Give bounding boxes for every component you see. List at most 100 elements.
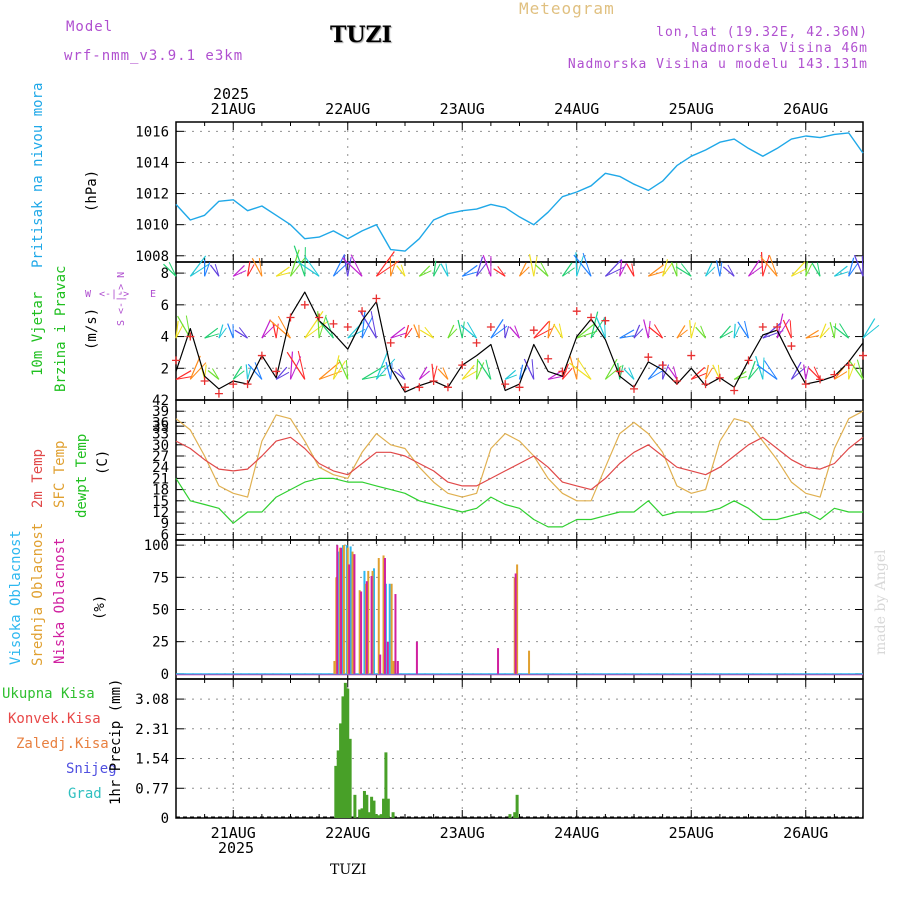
- y-tick-label: 42: [152, 393, 169, 409]
- wind-compass-e: E: [150, 289, 157, 300]
- gust-marker: [801, 380, 810, 389]
- precip-bar: [367, 812, 371, 818]
- wind-arrow: [424, 326, 435, 339]
- wind-arrow: [514, 325, 520, 339]
- precip-bar: [508, 814, 512, 818]
- wind-arrow: [272, 322, 277, 339]
- gust-marker: [329, 319, 338, 328]
- wind-arrow: [338, 359, 349, 380]
- wind-arrow: [760, 256, 778, 277]
- wind-arrow: [676, 325, 686, 339]
- temp-2m-line: [175, 436, 864, 491]
- model-name: wrf-nmm_v3.9.1 e3km: [64, 48, 244, 64]
- precip-bar: [372, 800, 376, 818]
- wind-arrow: [218, 327, 227, 339]
- wind-arrow: [189, 355, 201, 380]
- wind-arrow: [662, 263, 673, 277]
- wind-arrow: [819, 323, 827, 339]
- cloud-bar-low: [379, 654, 382, 674]
- wind-arrow: [643, 319, 649, 339]
- gust-marker: [401, 383, 409, 392]
- wind-arrow: [662, 364, 670, 380]
- wind-arrow: [575, 252, 578, 277]
- gust-marker: [672, 376, 681, 385]
- panel-frame: [175, 121, 864, 263]
- wind-arrow: [390, 332, 407, 339]
- wind-arrow: [764, 360, 778, 380]
- cloud-panel: 0 25 50 75 100: [144, 538, 864, 683]
- wind-arrow: [848, 261, 860, 277]
- y-tick-label: 100: [144, 538, 169, 554]
- wind-arrow: [568, 362, 592, 380]
- wind-compass-w: W: [85, 289, 92, 300]
- date-label-top: 21AUG: [211, 100, 256, 118]
- wind-arrow: [691, 372, 707, 380]
- y-tick-label: 0: [161, 667, 169, 683]
- wind-arrow: [756, 364, 778, 380]
- gust-marker: [730, 386, 739, 395]
- wind-arrow: [505, 374, 517, 380]
- wind-arrow: [475, 358, 479, 380]
- gust-marker: [300, 300, 309, 309]
- wind-arrow: [833, 325, 850, 339]
- y-tick-label: 12: [152, 505, 169, 521]
- cloud-bar-low: [348, 564, 351, 674]
- dewpoint-line: [175, 477, 863, 528]
- wind-arrow: [466, 321, 477, 339]
- wind-arrow: [261, 319, 272, 339]
- wind-arrow: [562, 267, 575, 277]
- wind-arrow: [619, 335, 635, 339]
- wind-arrow: [633, 328, 644, 339]
- wind-arrow: [190, 263, 210, 277]
- gust-marker: [358, 307, 367, 316]
- wind-arrow: [848, 257, 855, 277]
- precip-bar: [334, 765, 338, 818]
- wind-arrow: [700, 325, 707, 339]
- y-tick-label: 0.77: [135, 781, 169, 797]
- wind-compass-arrow: <-|->: [99, 289, 130, 300]
- wind-arrow: [534, 264, 549, 277]
- gust-marker: [773, 323, 782, 332]
- date-label-top: 25AUG: [669, 100, 714, 118]
- wind-arrow: [318, 314, 327, 339]
- wind-arrow: [748, 365, 761, 380]
- wind-arrow: [647, 264, 665, 277]
- wind-arrow: [246, 261, 251, 277]
- gust-marker: [386, 338, 395, 347]
- y-tick-label: 33: [152, 427, 169, 443]
- wind-arrow: [204, 262, 211, 277]
- wind-arrow: [813, 366, 821, 380]
- wind-arrow: [829, 322, 835, 339]
- wind-arrow: [361, 374, 387, 380]
- wind-arrow: [234, 329, 248, 339]
- wind-arrow: [577, 358, 592, 380]
- wind-arrow: [805, 335, 820, 339]
- y-tick-label: 2: [161, 361, 169, 377]
- meteogram-title: Meteogram: [519, 0, 615, 18]
- wind-arrow: [504, 369, 516, 380]
- gust-marker: [615, 367, 624, 376]
- wind-arrow: [533, 321, 550, 339]
- wind-arrow: [333, 260, 350, 277]
- wind-arrow: [755, 355, 764, 380]
- wind-arrow: [862, 324, 880, 339]
- gust-marker: [859, 351, 867, 360]
- precip-snow-label: Snijeg: [66, 761, 117, 777]
- wind-arrow: [569, 356, 578, 380]
- wind-arrow: [576, 330, 598, 339]
- precip-bar: [391, 812, 395, 818]
- date-label-top: 24AUG: [554, 100, 599, 118]
- gust-marker: [844, 361, 853, 370]
- y-tick-label: 1.54: [135, 752, 169, 768]
- gust-marker: [544, 354, 553, 363]
- cloud-bar-low: [396, 660, 399, 674]
- wind-arrow: [185, 315, 191, 339]
- wind-arrow: [690, 322, 696, 339]
- y-tick-label: 27: [152, 449, 169, 465]
- gust-marker: [515, 383, 524, 392]
- wind-arrow: [360, 311, 377, 339]
- wind-arrow: [504, 326, 510, 339]
- gust-marker: [758, 323, 767, 332]
- wind-arrow: [519, 266, 530, 277]
